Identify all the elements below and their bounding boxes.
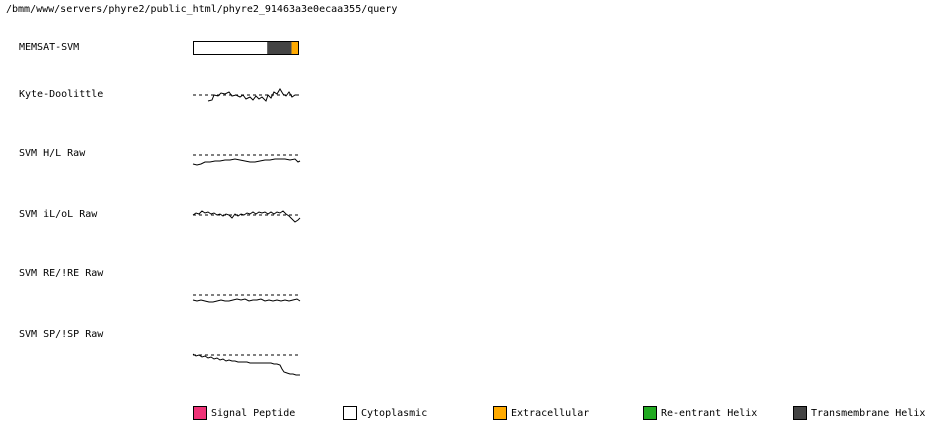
memsat-bar [193,41,299,55]
track-label-svm-sp-raw: SVM SP/!SP Raw [19,329,104,340]
legend-extracellular: Extracellular [493,404,589,422]
track-label-svm-il-ol-raw: SVM iL/oL Raw [19,209,98,220]
legend-signal-peptide: Signal Peptide [193,404,295,422]
track-label-svm-hl-raw: SVM H/L Raw [19,148,86,159]
file-path: /bmm/www/servers/phyre2/public_html/phyr… [6,4,398,15]
legend-cytoplasmic: Cytoplasmic [343,404,427,422]
re-trace [192,298,301,303]
legend-label-transmembrane-helix: Transmembrane Helix [811,407,926,419]
legend-swatch-re-entrant-helix [643,406,657,420]
memsat-segment-transmembrane-helix [267,41,292,55]
legend-swatch-cytoplasmic [343,406,357,420]
memsat-segment-cytoplasmic [193,41,268,55]
memsat-segment-extracellular [291,41,299,55]
track-label-kyte-doolittle: Kyte-Doolittle [19,89,104,100]
legend-swatch-transmembrane-helix [793,406,807,420]
legend-label-signal-peptide: Signal Peptide [211,407,296,419]
legend-transmembrane-helix: Transmembrane Helix [793,404,925,422]
legend-re-entrant-helix: Re-entrant Helix [643,404,757,422]
legend-label-re-entrant-helix: Re-entrant Helix [661,407,758,419]
memsat-bar-border [193,41,299,55]
track-label-svm-re-raw: SVM RE/!RE Raw [19,268,104,279]
hl-trace [192,158,301,166]
track-label-memsat-svm: MEMSAT-SVM [19,42,80,53]
legend-label-extracellular: Extracellular [511,407,590,419]
legend-swatch-extracellular [493,406,507,420]
legend-swatch-signal-peptide [193,406,207,420]
kd-trace [207,88,299,102]
sp-trace [192,353,300,376]
ilol-trace [192,210,301,223]
legend-label-cytoplasmic: Cytoplasmic [361,407,428,419]
